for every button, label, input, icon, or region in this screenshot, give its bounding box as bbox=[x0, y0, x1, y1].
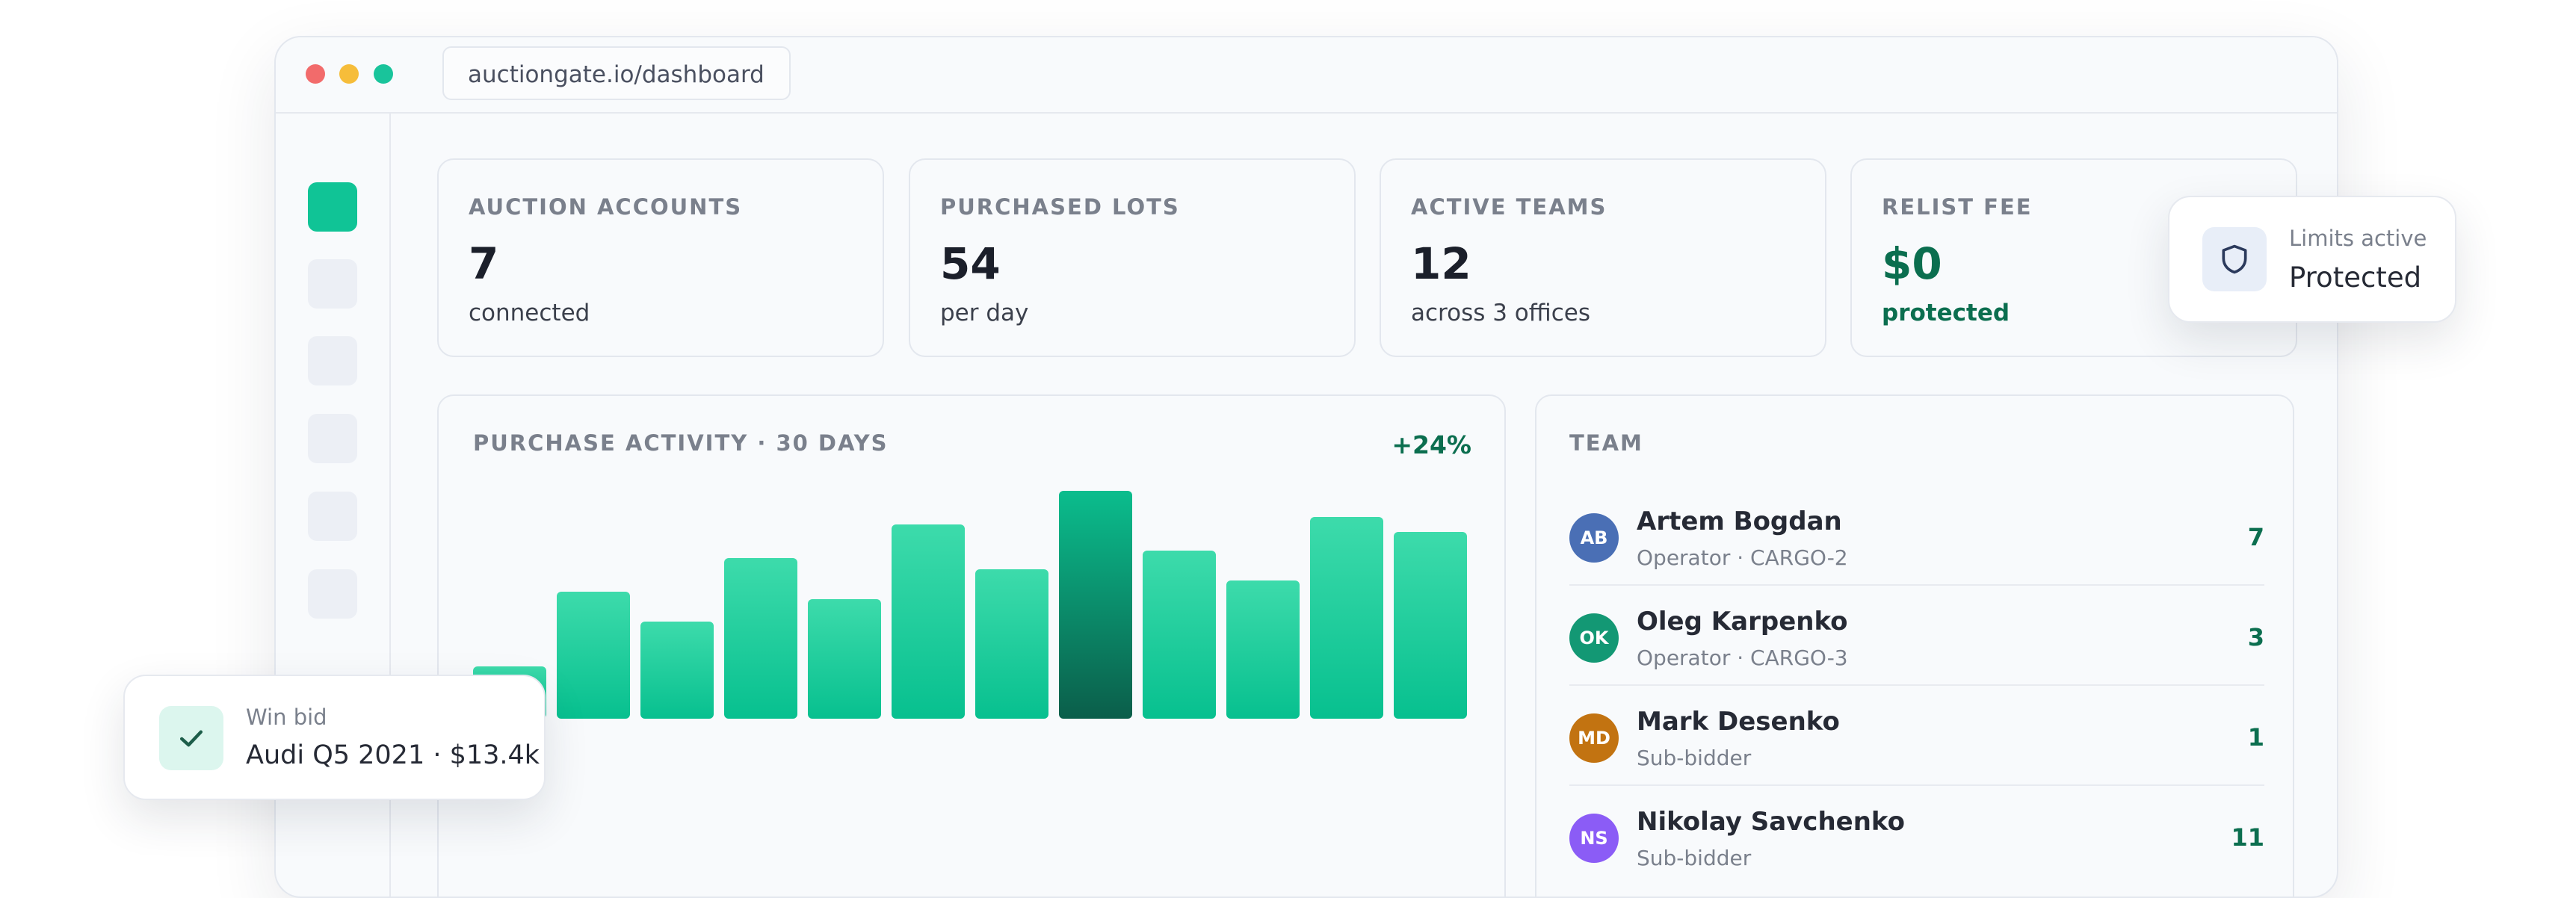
team-member-row[interactable]: OK Oleg Karpenko Operator · CARGO-3 3 bbox=[1569, 584, 2264, 686]
chart-bar-12[interactable] bbox=[1394, 532, 1467, 719]
stat-label: RELIST FEE bbox=[1882, 194, 2033, 220]
stat-label: ACTIVE TEAMS bbox=[1411, 194, 1607, 220]
sidebar-item-3[interactable] bbox=[308, 336, 357, 385]
sidebar bbox=[276, 114, 391, 897]
title-bar: auctiongate.io/dashboard bbox=[276, 37, 2337, 114]
notification-status: Protected bbox=[2289, 261, 2422, 294]
team-title: TEAM bbox=[1569, 430, 1643, 456]
sidebar-item-2[interactable] bbox=[308, 259, 357, 309]
close-window-button[interactable] bbox=[306, 64, 325, 84]
browser-window: auctiongate.io/dashboard AUCTION ACCOUNT… bbox=[274, 36, 2338, 898]
member-role: Operator · CARGO-2 bbox=[1637, 545, 1848, 570]
chart-bar-2[interactable] bbox=[557, 592, 630, 719]
chart-bar-3[interactable] bbox=[640, 622, 714, 719]
member-name: Mark Desenko bbox=[1637, 707, 1840, 737]
win-bid-notification[interactable]: Win bid Audi Q5 2021 · $13.4k bbox=[123, 675, 546, 800]
member-count: 3 bbox=[2247, 623, 2264, 651]
chart-bar-7[interactable] bbox=[975, 569, 1048, 719]
stat-value: 7 bbox=[469, 238, 499, 289]
stat-subtext: per day bbox=[940, 300, 1029, 326]
member-count: 1 bbox=[2247, 723, 2264, 752]
shield-icon bbox=[2202, 227, 2267, 291]
minimize-window-button[interactable] bbox=[339, 64, 359, 84]
stat-subtext: connected bbox=[469, 300, 590, 326]
sidebar-item-5[interactable] bbox=[308, 492, 357, 541]
bar-chart bbox=[473, 491, 1467, 719]
maximize-window-button[interactable] bbox=[374, 64, 393, 84]
chart-bar-5[interactable] bbox=[808, 599, 881, 719]
stat-value: 54 bbox=[940, 238, 1001, 289]
chart-bar-8[interactable] bbox=[1059, 491, 1132, 719]
team-member-row[interactable]: NS Nikolay Savchenko Sub-bidder 11 bbox=[1569, 784, 2264, 885]
sidebar-item-6[interactable] bbox=[308, 569, 357, 619]
stat-label: AUCTION ACCOUNTS bbox=[469, 194, 743, 220]
member-role: Sub-bidder bbox=[1637, 746, 1752, 770]
chart-bar-11[interactable] bbox=[1310, 517, 1383, 719]
member-count: 7 bbox=[2247, 523, 2264, 551]
limits-active-notification[interactable]: Limits active Protected bbox=[2168, 196, 2456, 323]
stat-card-purchased-lots: PURCHASED LOTS 54 per day bbox=[909, 158, 1356, 357]
chart-bar-6[interactable] bbox=[892, 524, 965, 719]
stat-subtext: across 3 offices bbox=[1411, 300, 1591, 326]
team-card: TEAM AB Artem Bogdan Operator · CARGO-2 … bbox=[1535, 394, 2294, 897]
member-name: Oleg Karpenko bbox=[1637, 607, 1848, 637]
chart-bar-9[interactable] bbox=[1143, 551, 1216, 719]
member-role: Operator · CARGO-3 bbox=[1637, 645, 1848, 670]
team-member-row[interactable]: AB Artem Bogdan Operator · CARGO-2 7 bbox=[1569, 484, 2264, 586]
sidebar-item-dashboard[interactable] bbox=[308, 182, 357, 232]
member-count: 11 bbox=[2231, 823, 2264, 852]
avatar: NS bbox=[1569, 814, 1619, 863]
notification-title: Win bid bbox=[246, 705, 327, 730]
stat-value: 12 bbox=[1411, 238, 1471, 289]
member-name: Artem Bogdan bbox=[1637, 507, 1842, 536]
check-icon bbox=[159, 706, 223, 770]
avatar: OK bbox=[1569, 613, 1619, 663]
team-member-row[interactable]: MD Mark Desenko Sub-bidder 1 bbox=[1569, 684, 2264, 786]
stat-value: $0 bbox=[1882, 238, 1942, 289]
stat-card-active-teams: ACTIVE TEAMS 12 across 3 offices bbox=[1380, 158, 1826, 357]
avatar: AB bbox=[1569, 513, 1619, 563]
stat-card-auction-accounts: AUCTION ACCOUNTS 7 connected bbox=[437, 158, 884, 357]
member-name: Nikolay Savchenko bbox=[1637, 807, 1905, 837]
stat-card-relist-fee: RELIST FEE $0 protected bbox=[1850, 158, 2297, 357]
chart-title: PURCHASE ACTIVITY · 30 DAYS bbox=[473, 430, 889, 456]
sidebar-item-4[interactable] bbox=[308, 414, 357, 463]
chart-bar-4[interactable] bbox=[724, 558, 797, 719]
address-bar[interactable]: auctiongate.io/dashboard bbox=[442, 46, 791, 100]
stat-subtext: protected bbox=[1882, 300, 2010, 326]
notification-title: Limits active bbox=[2289, 226, 2427, 251]
chart-change-badge: +24% bbox=[1392, 430, 1471, 459]
notification-detail: Audi Q5 2021 · $13.4k bbox=[246, 740, 540, 770]
chart-bar-10[interactable] bbox=[1226, 580, 1300, 719]
avatar: MD bbox=[1569, 713, 1619, 763]
purchase-activity-chart-card: PURCHASE ACTIVITY · 30 DAYS +24% bbox=[437, 394, 1506, 897]
stat-label: PURCHASED LOTS bbox=[940, 194, 1180, 220]
